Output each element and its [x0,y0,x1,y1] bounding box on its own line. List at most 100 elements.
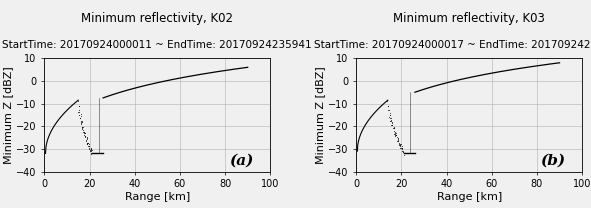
X-axis label: Range [km]: Range [km] [437,192,502,202]
Point [86,152,95,155]
Point [398,149,407,153]
Point [394,141,403,145]
Point [76,119,85,122]
Point [86,147,95,151]
Point [79,133,89,137]
Point [395,142,405,146]
Point [386,118,395,121]
Point [396,147,405,150]
Point [393,140,402,143]
Point [84,142,93,146]
Point [73,99,83,102]
Point [397,146,407,150]
Point [82,142,92,146]
Text: Minimum reflectivity, K03: Minimum reflectivity, K03 [393,12,545,25]
Point [86,147,96,151]
Point [392,134,401,137]
Point [399,150,408,153]
Point [86,146,96,150]
Point [395,143,404,147]
Y-axis label: Minimum Z [dBZ]: Minimum Z [dBZ] [315,66,325,164]
Point [82,136,92,139]
Point [385,114,394,117]
Point [387,121,397,125]
Point [86,149,96,152]
Point [77,125,87,129]
Point [389,127,398,130]
Point [391,133,400,136]
Point [392,135,402,139]
Point [74,110,83,114]
Point [384,104,393,108]
Point [395,144,404,147]
Point [80,131,90,135]
Point [77,121,86,124]
Point [76,112,85,116]
Point [74,104,84,108]
Point [76,116,85,119]
X-axis label: Range [km]: Range [km] [125,192,190,202]
Point [389,126,398,130]
Point [79,130,88,134]
Text: StartTime: 20170924000017 ~ EndTime: 20170924235949: StartTime: 20170924000017 ~ EndTime: 201… [314,40,591,50]
Point [398,149,407,153]
Point [386,117,395,120]
Point [86,149,95,152]
Point [83,141,92,144]
Point [82,136,92,139]
Point [77,125,87,129]
Point [398,150,408,154]
Point [87,148,96,152]
Point [387,124,397,127]
Point [390,134,400,138]
Point [82,138,91,141]
Point [387,119,396,122]
Point [83,141,92,145]
Point [395,142,404,145]
Point [384,115,394,119]
Point [384,109,393,112]
Point [76,120,86,124]
Point [86,149,95,152]
Point [399,153,408,156]
Point [77,122,86,125]
Point [75,116,85,119]
Point [76,114,86,117]
Point [397,146,406,149]
Point [82,143,92,146]
Point [77,127,87,130]
Point [80,135,89,138]
Point [393,140,402,143]
Point [387,123,397,126]
Point [74,108,84,111]
Point [79,125,88,128]
Point [80,131,89,135]
Point [386,119,395,123]
Point [385,111,395,115]
Point [397,145,407,148]
Point [390,131,400,134]
Point [78,129,87,132]
Point [383,104,392,108]
Point [393,138,402,141]
Point [76,121,86,124]
Point [389,125,399,129]
Point [384,108,393,111]
Point [397,147,407,150]
Point [389,133,399,136]
Point [74,104,84,107]
Point [84,145,93,148]
Point [385,113,394,117]
Point [391,133,401,137]
Point [391,132,401,135]
Point [85,147,94,150]
Point [82,137,92,141]
Point [387,123,396,127]
Point [83,142,93,145]
Point [80,135,90,139]
Point [392,140,402,143]
Text: StartTime: 20170924000011 ~ EndTime: 20170924235941: StartTime: 20170924000011 ~ EndTime: 201… [2,40,312,50]
Y-axis label: Minimum Z [dBZ]: Minimum Z [dBZ] [4,66,14,164]
Text: (b): (b) [540,153,566,167]
Point [399,151,408,155]
